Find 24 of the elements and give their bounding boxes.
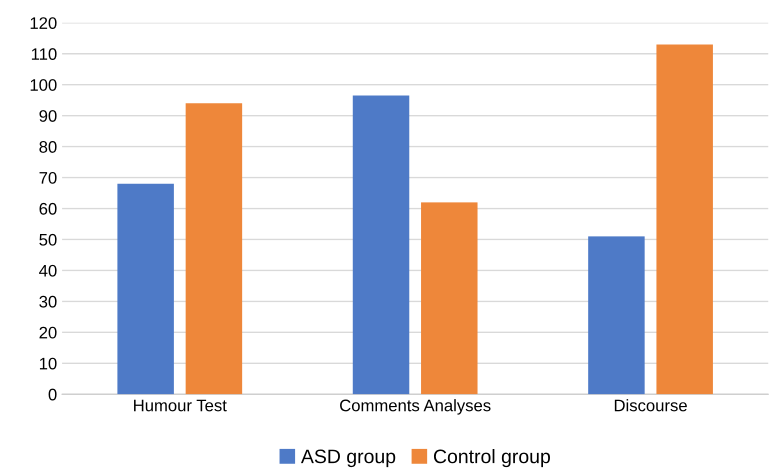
y-tick-label: 40 [39,264,57,277]
x-tick-label: Humour Test [134,400,227,412]
y-tick-label: 110 [32,48,57,60]
bar [352,96,410,394]
bar [656,44,713,394]
bar [186,103,242,394]
y-tick-label: 120 [30,17,57,30]
bar [117,184,174,394]
y-tick-label: 0 [48,388,57,400]
y-tick-label: 80 [39,141,57,153]
legend-label: Control group [434,449,550,468]
legend-label: ASD group [300,450,396,468]
y-tick-label: 100 [30,79,57,91]
x-tick-label: Comments Analyses [340,399,491,415]
y-tick-label: 50 [39,234,57,246]
x-tick-label: Discourse [614,399,687,412]
y-tick-label: 20 [40,326,57,339]
bar [421,202,478,394]
bar [588,236,645,394]
y-tick-label: 60 [40,202,57,215]
y-tick-label: 30 [39,296,57,308]
y-tick-label: 70 [40,172,57,184]
y-tick-label: 90 [39,110,57,122]
y-tick-label: 10 [40,358,57,370]
